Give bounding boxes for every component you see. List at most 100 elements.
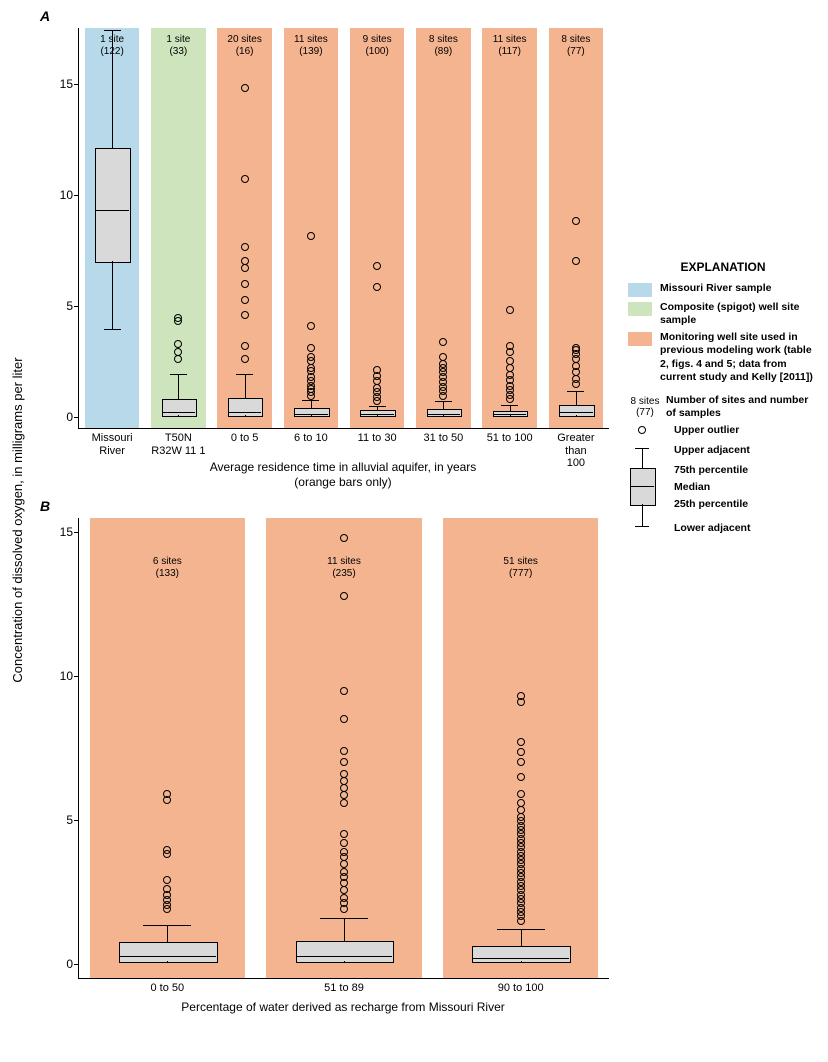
- x-tick-label: T50NR32W 11 1: [151, 428, 205, 457]
- outlier-point: [439, 338, 447, 346]
- legend-box-icon: [630, 468, 656, 506]
- outlier-point: [340, 715, 348, 723]
- legend-row: Composite (spigot) well site sample: [628, 301, 818, 327]
- panel-a-xlabel: Average residence time in alluvial aquif…: [78, 460, 608, 490]
- outlier-point: [241, 280, 249, 288]
- x-tick-label: 11 to 30: [358, 428, 397, 444]
- panel-a-plot: 0510151 site(122)MissouriRiver1 site(33)…: [78, 28, 609, 429]
- outlier-point: [572, 344, 580, 352]
- box: [119, 942, 217, 963]
- category-band: [151, 28, 205, 428]
- x-tick-label: 0 to 5: [231, 428, 259, 444]
- outlier-point: [163, 790, 171, 798]
- legend-row: Monitoring well site used in previous mo…: [628, 331, 818, 384]
- legend-text: Monitoring well site used in previous mo…: [660, 331, 818, 384]
- median-line: [559, 412, 593, 413]
- y-axis-label-wrap: Concentration of dissolved oxygen, in mi…: [10, 10, 40, 1030]
- panel-b-plot: 0510156 sites(133)0 to 5011 sites(235)51…: [78, 518, 609, 979]
- legend-site-number: 8 sites (77) Number of sites and number …: [628, 394, 818, 420]
- outlier-point: [340, 868, 348, 876]
- outlier-point: [340, 747, 348, 755]
- outlier-point: [517, 799, 525, 807]
- panel-a: A 0510151 site(122)MissouriRiver1 site(3…: [40, 10, 620, 490]
- outlier-point: [517, 773, 525, 781]
- median-line: [162, 412, 196, 413]
- x-tick-label: 90 to 100: [498, 978, 544, 994]
- outlier-point: [340, 830, 348, 838]
- outlier-point: [174, 348, 182, 356]
- outlier-point: [517, 806, 525, 814]
- outlier-point: [241, 296, 249, 304]
- outlier-point: [340, 592, 348, 600]
- outlier-point: [340, 839, 348, 847]
- outlier-point: [241, 84, 249, 92]
- x-tick-label: 0 to 50: [151, 978, 185, 994]
- box: [296, 941, 394, 963]
- panel-b-xlabel: Percentage of water derived as recharge …: [78, 1000, 608, 1015]
- outlier-point: [241, 243, 249, 251]
- charts-column: A 0510151 site(122)MissouriRiver1 site(3…: [40, 10, 620, 1034]
- legend-boxplot-key: Upper outlier Upper adjacent 75th percen…: [628, 426, 818, 536]
- outlier-point: [174, 314, 182, 322]
- x-tick-label: 6 to 10: [294, 428, 328, 444]
- outlier-point: [340, 784, 348, 792]
- outlier-point: [506, 306, 514, 314]
- outlier-point: [340, 758, 348, 766]
- panel-b: B 0510156 sites(133)0 to 5011 sites(235)…: [40, 500, 620, 1030]
- outlier-point: [241, 311, 249, 319]
- site-count-label: 51 sites(777): [503, 556, 537, 579]
- site-count-label: 20 sites(16): [227, 34, 261, 57]
- outlier-point: [340, 777, 348, 785]
- outlier-point: [163, 846, 171, 854]
- outlier-point: [340, 886, 348, 894]
- outlier-point: [307, 344, 315, 352]
- outlier-point: [439, 353, 447, 361]
- outlier-point: [340, 848, 348, 856]
- outlier-point: [340, 860, 348, 868]
- outlier-point: [174, 340, 182, 348]
- median-line: [119, 956, 215, 957]
- outlier-point: [241, 257, 249, 265]
- y-axis-label: Concentration of dissolved oxygen, in mi…: [10, 357, 25, 682]
- x-tick-label: MissouriRiver: [92, 428, 133, 457]
- site-count-label: 11 sites(139): [294, 34, 328, 57]
- outlier-point: [340, 687, 348, 695]
- outlier-point: [340, 799, 348, 807]
- site-count-label: 11 sites(235): [327, 556, 361, 579]
- outlier-point: [340, 770, 348, 778]
- legend-key-median: Median: [674, 481, 710, 493]
- outlier-point: [307, 232, 315, 240]
- outlier-point: [517, 758, 525, 766]
- site-count-label: 9 sites(100): [363, 34, 392, 57]
- legend-text: Missouri River sample: [660, 282, 771, 295]
- legend-text: Composite (spigot) well site sample: [660, 301, 818, 327]
- site-count-label: 6 sites(133): [153, 556, 182, 579]
- legend-key-p75: 75th percentile: [674, 464, 748, 476]
- box: [472, 946, 570, 962]
- x-tick-label: 51 to 89: [324, 978, 364, 994]
- outlier-point: [373, 262, 381, 270]
- outlier-point: [373, 283, 381, 291]
- legend-key-outlier: Upper outlier: [674, 424, 739, 436]
- box: [95, 148, 131, 263]
- outlier-point: [517, 748, 525, 756]
- median-line: [95, 210, 129, 211]
- outlier-point: [506, 357, 514, 365]
- x-tick-label: 51 to 100: [487, 428, 533, 444]
- median-line: [472, 958, 568, 959]
- legend: EXPLANATION Missouri River sample Composi…: [628, 10, 818, 536]
- outlier-point: [517, 738, 525, 746]
- outlier-point: [572, 217, 580, 225]
- site-count-label: 8 sites(89): [429, 34, 458, 57]
- outlier-point: [373, 366, 381, 374]
- outlier-point: [241, 342, 249, 350]
- outlier-point: [163, 876, 171, 884]
- outlier-point: [340, 534, 348, 542]
- legend-swatch: [628, 283, 652, 297]
- legend-title: EXPLANATION: [628, 260, 818, 274]
- outlier-point: [517, 790, 525, 798]
- legend-row: Missouri River sample: [628, 282, 818, 297]
- outlier-point: [517, 692, 525, 700]
- legend-outlier-icon: [638, 426, 646, 434]
- site-count-label: 1 site(33): [166, 34, 190, 57]
